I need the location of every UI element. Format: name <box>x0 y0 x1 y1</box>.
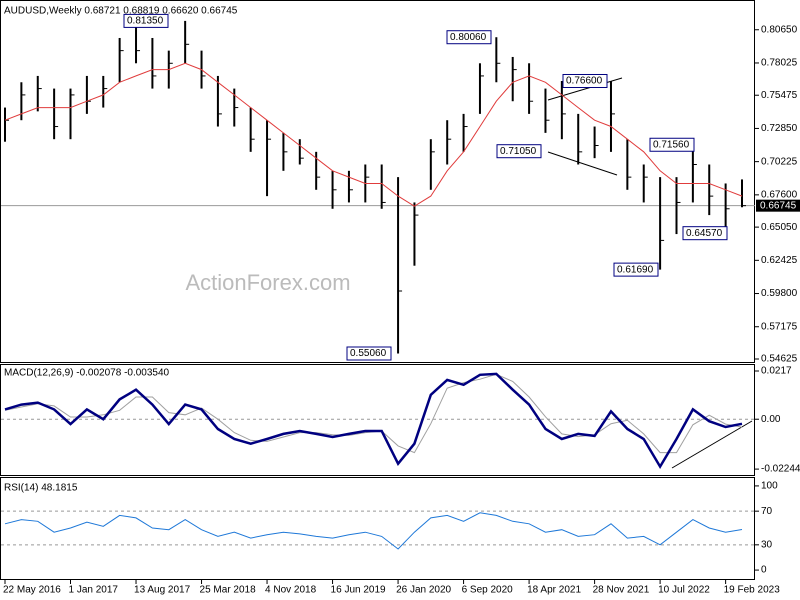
y-tick-label: 0.65050 <box>761 222 798 233</box>
annotation-box <box>682 226 728 241</box>
moving-average <box>4 62 743 207</box>
last-price-label: 0.66745 <box>760 200 797 211</box>
x-tick-label: 25 Mar 2018 <box>200 585 257 596</box>
y-tick-label: 0.78025 <box>761 58 798 69</box>
y-tick-label: 0.59800 <box>761 288 798 299</box>
annotation-box <box>649 137 695 152</box>
annotation-box <box>562 73 608 88</box>
x-tick-label: 6 Sep 2020 <box>462 585 514 596</box>
annotation-box <box>446 30 492 45</box>
x-tick-label: 28 Nov 2021 <box>593 585 650 596</box>
y-tick-label: 0.67600 <box>761 189 798 200</box>
x-tick-label: 10 Jul 2022 <box>658 585 710 596</box>
annotation-label: 0.76600 <box>566 76 603 87</box>
annotation-label: 0.81350 <box>127 16 164 27</box>
annotation-label: 0.71050 <box>500 146 537 157</box>
x-tick-label: 26 Jan 2020 <box>396 585 451 596</box>
macd-line <box>4 372 743 470</box>
y-tick-label: 0.80650 <box>761 24 798 35</box>
x-tick-label: 1 Jan 2017 <box>69 585 119 596</box>
signal-line <box>4 373 743 454</box>
y-tick-label: 70 <box>761 506 773 517</box>
annotation-label: 0.80060 <box>450 32 487 43</box>
last-price-box <box>756 199 800 212</box>
annotation-box <box>496 144 542 159</box>
y-tick-label: 0.70225 <box>761 156 798 167</box>
annotation-label: 0.71560 <box>653 139 690 150</box>
y-tick-label: -0.022445 <box>761 464 800 475</box>
x-tick-label: 4 Nov 2018 <box>265 585 317 596</box>
trend-line <box>547 77 623 101</box>
panel-title: AUDUSD,Weekly 0.68721 0.68819 0.66620 0.… <box>4 6 238 17</box>
macd-panel <box>0 364 755 476</box>
y-tick-label: 0.57175 <box>761 321 798 332</box>
y-tick-label: 30 <box>761 539 773 550</box>
annotation-label: 0.61690 <box>617 264 654 275</box>
x-tick-label: 22 May 2016 <box>3 585 61 596</box>
annotation-box <box>123 13 169 28</box>
x-tick-label: 16 Jun 2019 <box>331 585 386 596</box>
annotation-box <box>613 262 659 277</box>
y-tick-label: 0.0217 <box>761 366 792 377</box>
trend-line <box>547 151 618 176</box>
y-tick-label: 0.00 <box>761 414 781 425</box>
annotation-label: 0.55060 <box>350 348 387 359</box>
x-tick-label: 19 Feb 2023 <box>724 585 781 596</box>
annotation-label: 0.64570 <box>686 228 723 239</box>
y-tick-label: 0.62425 <box>761 255 798 266</box>
panel-title: RSI(14) 48.1815 <box>4 483 78 494</box>
panel-title: MACD(12,26,9) -0.002078 -0.003540 <box>4 368 170 379</box>
y-tick-label: 0.75475 <box>761 90 798 101</box>
watermark: ActionForex.com <box>185 270 350 295</box>
y-tick-label: 0.54625 <box>761 354 798 365</box>
rsi-panel <box>0 477 755 580</box>
y-tick-label: 0.72850 <box>761 123 798 134</box>
y-tick-label: 100 <box>761 481 778 492</box>
trend-line <box>671 420 753 469</box>
x-tick-label: 13 Aug 2017 <box>134 585 191 596</box>
x-tick-label: 18 Apr 2021 <box>527 585 581 596</box>
y-tick-label: 0 <box>761 565 767 576</box>
annotation-box <box>346 346 392 361</box>
main-panel <box>0 0 755 363</box>
rsi-line <box>4 512 743 550</box>
